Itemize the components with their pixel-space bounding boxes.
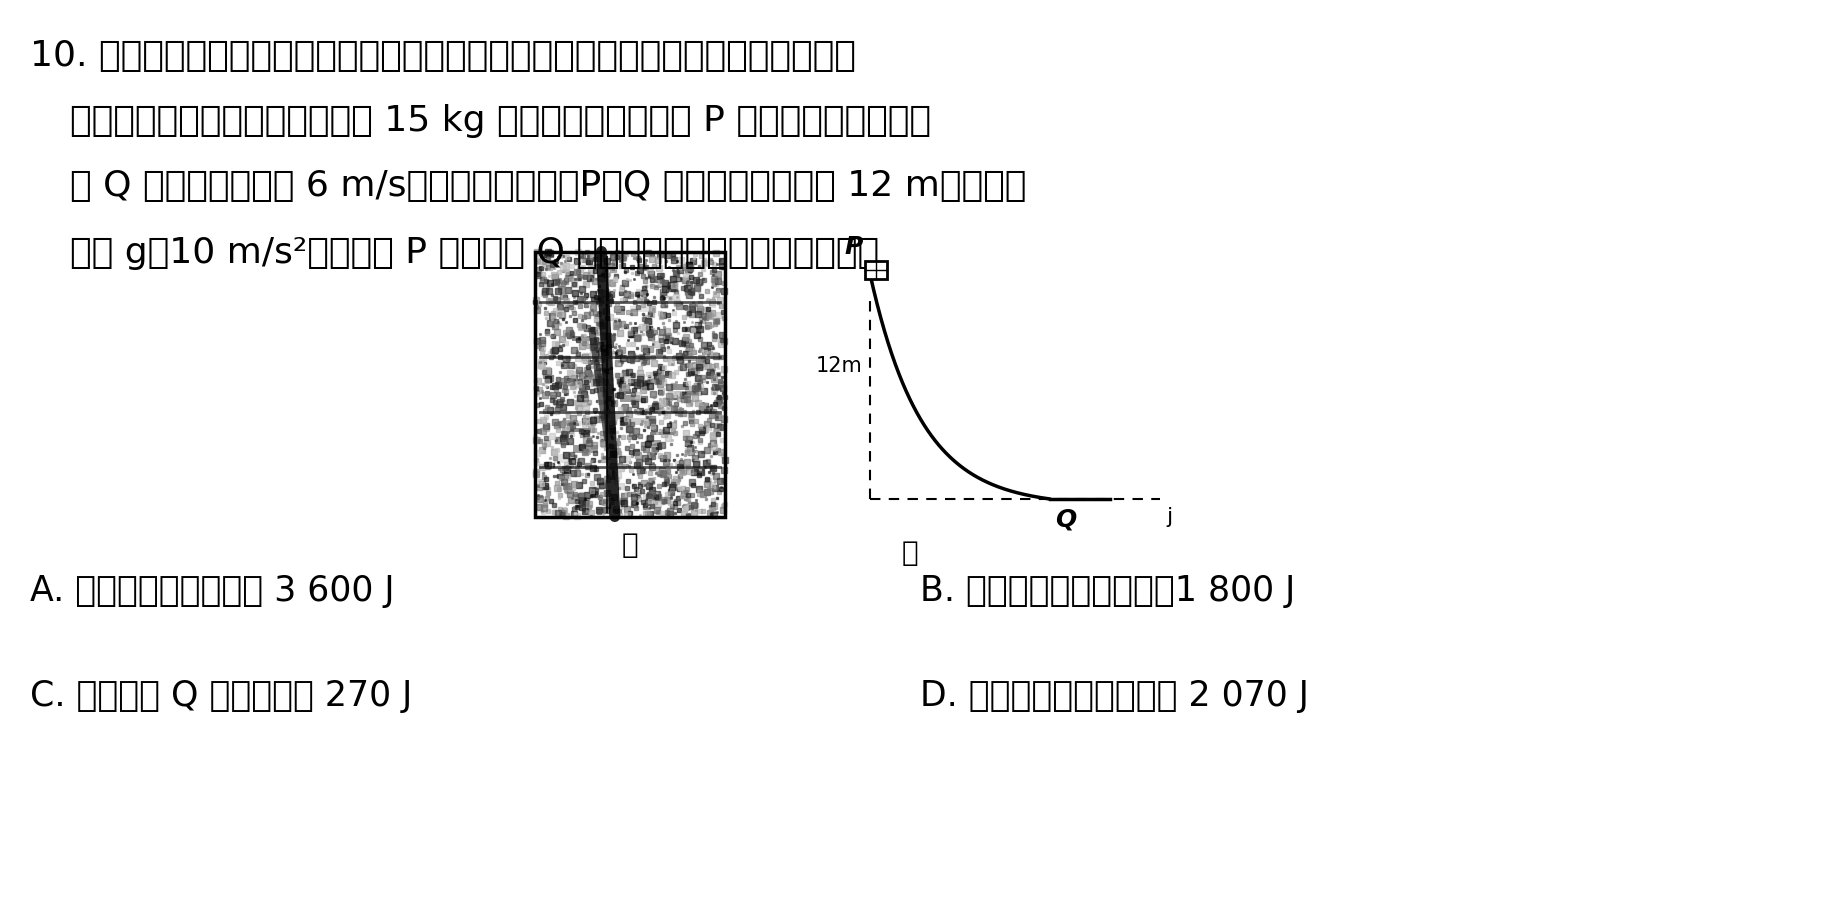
Bar (691, 467, 700, 473)
Bar (535, 251, 724, 516)
Text: 甲: 甲 (621, 532, 638, 559)
Text: 为如图乙所示的模型，将质量为 15 kg 的物品从滑道的顶端 P 由静止释放，物品到: 为如图乙所示的模型，将质量为 15 kg 的物品从滑道的顶端 P 由静止释放，物… (70, 104, 932, 138)
Bar (630, 418, 654, 425)
Bar (597, 332, 607, 335)
Bar (608, 351, 618, 354)
Bar (686, 387, 702, 396)
Bar (619, 395, 640, 402)
Text: 12m: 12m (816, 356, 862, 377)
Bar (573, 445, 597, 452)
Text: B. 物品的重力势能减少了1 800 J: B. 物品的重力势能减少了1 800 J (921, 574, 1296, 608)
Bar (654, 286, 675, 289)
Bar (866, 261, 888, 279)
Text: j: j (1167, 507, 1173, 527)
Bar (616, 309, 625, 314)
Bar (671, 384, 689, 389)
Bar (553, 454, 577, 463)
Bar (597, 349, 605, 356)
Bar (557, 421, 581, 426)
Bar (564, 399, 588, 406)
Text: D. 物品克服阻力做的功为 2 070 J: D. 物品克服阻力做的功为 2 070 J (921, 679, 1309, 713)
Bar (651, 432, 675, 435)
Text: P: P (845, 235, 864, 259)
Bar (572, 335, 590, 341)
Bar (608, 322, 619, 330)
Bar (645, 440, 662, 448)
Text: 10. 如图甲所示为某同学用一长布充当滑道来运送物品下楼的场景，现将该场景简化: 10. 如图甲所示为某同学用一长布充当滑道来运送物品下楼的场景，现将该场景简化 (29, 39, 857, 73)
Bar (570, 428, 592, 432)
Bar (673, 356, 697, 361)
Text: C. 物品到达 Q 点的动能为 270 J: C. 物品到达 Q 点的动能为 270 J (29, 679, 412, 713)
Text: 乙: 乙 (902, 539, 919, 567)
Bar (601, 457, 610, 460)
Bar (664, 335, 671, 345)
Bar (678, 278, 691, 281)
Text: 速度 g＝10 m/s²。物品从 P 点运动到 Q 点的过程中，下列说法正确的是: 速度 g＝10 m/s²。物品从 P 点运动到 Q 点的过程中，下列说法正确的是 (70, 236, 879, 270)
Text: A. 重力对物品做的功为 3 600 J: A. 重力对物品做的功为 3 600 J (29, 574, 395, 608)
Text: 达 Q 点时速度大小为 6 m/s，方向水平向右；P、Q 两点间的高度差为 12 m，重力加: 达 Q 点时速度大小为 6 m/s，方向水平向右；P、Q 两点间的高度差为 12… (70, 169, 1026, 203)
Bar (630, 306, 651, 312)
Bar (614, 413, 625, 419)
Bar (570, 331, 575, 340)
Bar (682, 391, 698, 395)
Bar (557, 382, 568, 388)
Bar (702, 426, 709, 433)
Bar (592, 356, 608, 361)
Text: Q: Q (1055, 507, 1077, 531)
